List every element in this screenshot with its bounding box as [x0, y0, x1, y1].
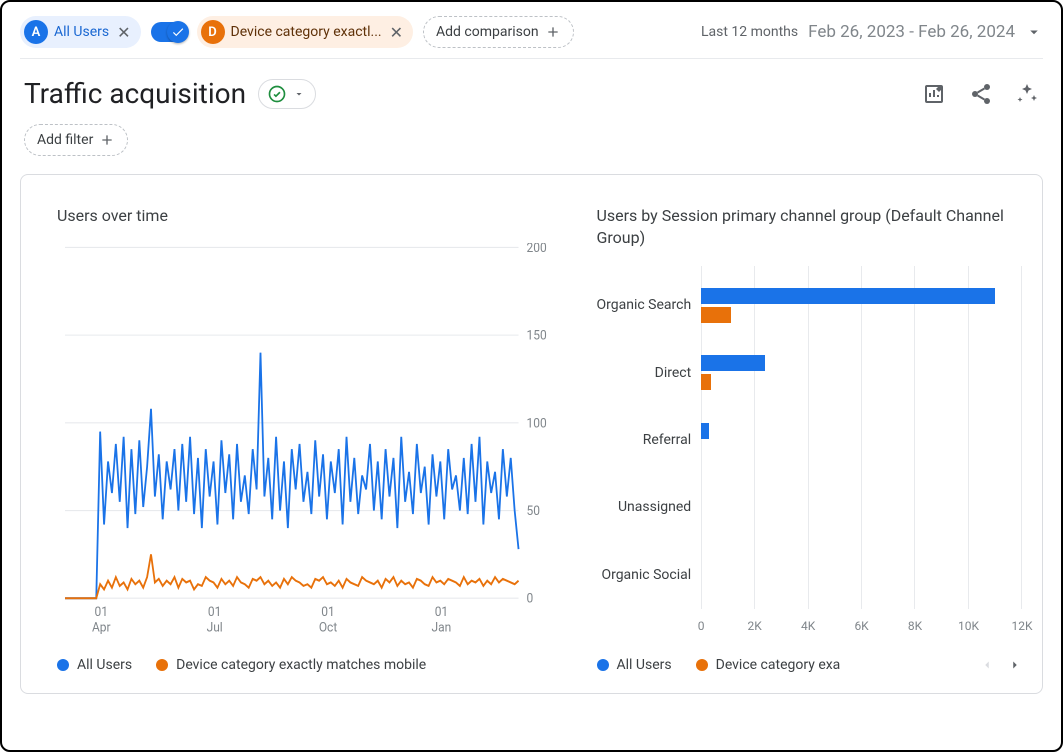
- bar-xaxis-tick: 8K: [888, 619, 941, 633]
- line-chart[interactable]: 05010015020001Apr01Jul01Oct01Jan: [57, 243, 557, 643]
- svg-text:100: 100: [527, 416, 547, 432]
- svg-text:01: 01: [208, 605, 221, 621]
- svg-text:01: 01: [435, 605, 448, 621]
- segment-chip-device[interactable]: D Device category exactl... ✕: [197, 16, 413, 48]
- bar-category-label: Referral: [597, 412, 692, 468]
- line-chart-title: Users over time: [57, 205, 557, 227]
- svg-text:Apr: Apr: [92, 620, 111, 636]
- customize-report-icon[interactable]: [923, 82, 947, 106]
- legend-dot-a: [597, 659, 609, 671]
- date-range: Feb 26, 2023 - Feb 26, 2024: [808, 22, 1015, 42]
- insights-icon[interactable]: [1015, 82, 1039, 106]
- chevron-down-icon: [1025, 23, 1043, 41]
- bar-series-a: [701, 423, 709, 439]
- date-range-selector[interactable]: Last 12 months Feb 26, 2023 - Feb 26, 20…: [701, 22, 1043, 42]
- bar-xaxis-tick: 4K: [781, 619, 834, 633]
- bar-category-label: Organic Search: [597, 278, 692, 334]
- segment-label: Device category exactl...: [231, 24, 382, 40]
- chevron-down-icon: [293, 88, 305, 100]
- bar-xaxis-tick: 10K: [942, 619, 995, 633]
- bar-chart[interactable]: Organic Search Direct Referral Unassigned Or…: [597, 266, 1023, 643]
- bar-xaxis-tick: 6K: [835, 619, 888, 633]
- segment-badge-d: D: [201, 20, 225, 44]
- check-icon: [167, 21, 189, 43]
- bar-xaxis-tick: 2K: [728, 619, 781, 633]
- status-dropdown[interactable]: [258, 79, 316, 109]
- bar-group: [701, 278, 1022, 334]
- svg-text:0: 0: [527, 591, 534, 607]
- add-filter-button[interactable]: Add filter: [24, 124, 128, 156]
- svg-text:Jul: Jul: [207, 620, 223, 636]
- svg-text:01: 01: [321, 605, 334, 621]
- add-filter-label: Add filter: [37, 132, 93, 148]
- page-title: Traffic acquisition: [24, 77, 246, 110]
- plus-icon: [545, 24, 561, 40]
- segment-chip-all-users[interactable]: A All Users ✕: [20, 16, 141, 48]
- legend-label: All Users: [77, 657, 132, 673]
- charts-card: Users over time 05010015020001Apr01Jul01…: [20, 174, 1043, 694]
- chevron-right-icon[interactable]: [1008, 658, 1022, 672]
- bar-chart-title: Users by Session primary channel group (…: [597, 205, 1023, 250]
- bar-series-a: [701, 355, 765, 371]
- chevron-left-icon[interactable]: [980, 658, 994, 672]
- bar-category-label: Direct: [597, 345, 692, 401]
- bar-group: [701, 412, 1022, 468]
- bar-series-b: [701, 374, 710, 390]
- checkmark-circle-icon: [267, 84, 287, 104]
- comparison-toggle[interactable]: [151, 22, 187, 42]
- svg-text:50: 50: [527, 504, 540, 520]
- bar-group: [701, 480, 1022, 536]
- date-prefix: Last 12 months: [701, 24, 798, 40]
- bar-series-a: [701, 288, 995, 304]
- legend-label: All Users: [617, 657, 672, 673]
- close-icon[interactable]: ✕: [115, 23, 132, 42]
- bar-group: [701, 345, 1022, 401]
- close-icon[interactable]: ✕: [388, 23, 405, 42]
- bar-xaxis-tick: 12K: [995, 619, 1048, 633]
- bar-series-b: [701, 307, 730, 323]
- legend-dot-b: [696, 659, 708, 671]
- bar-category-label: Unassigned: [597, 480, 692, 536]
- legend-label: Device category exactly matches mobile: [176, 657, 426, 673]
- svg-text:200: 200: [527, 243, 547, 256]
- svg-text:01: 01: [95, 605, 108, 621]
- legend-dot-b: [156, 659, 168, 671]
- svg-text:150: 150: [527, 328, 547, 344]
- bar-group: [701, 547, 1022, 603]
- legend-label: Device category exa: [716, 657, 841, 673]
- plus-icon: [99, 132, 115, 148]
- bar-xaxis-tick: 0: [674, 619, 727, 633]
- segment-badge-a: A: [24, 20, 48, 44]
- svg-text:Jan: Jan: [432, 620, 452, 636]
- add-comparison-label: Add comparison: [436, 24, 539, 40]
- add-comparison-button[interactable]: Add comparison: [423, 16, 574, 48]
- segment-label: All Users: [54, 24, 109, 40]
- bar-category-label: Organic Social: [597, 547, 692, 603]
- legend-dot-a: [57, 659, 69, 671]
- svg-text:Oct: Oct: [319, 620, 337, 636]
- share-icon[interactable]: [969, 82, 993, 106]
